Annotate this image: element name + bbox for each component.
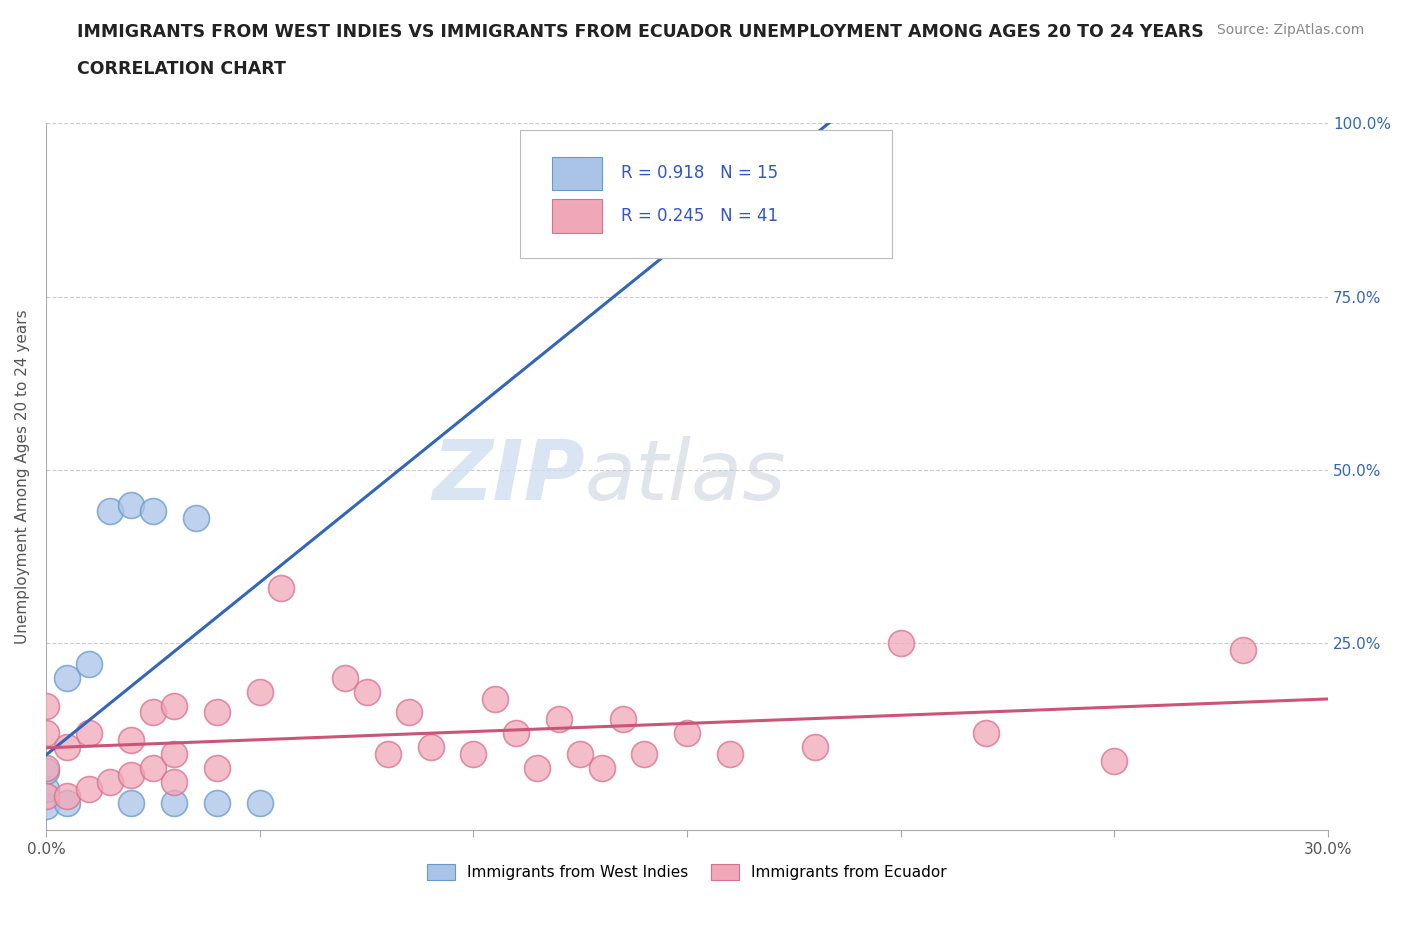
Point bbox=[333, 671, 356, 685]
Point bbox=[249, 795, 271, 810]
Point bbox=[77, 781, 100, 796]
Point bbox=[98, 504, 121, 519]
Text: Source: ZipAtlas.com: Source: ZipAtlas.com bbox=[1216, 23, 1364, 37]
Point bbox=[1232, 643, 1254, 658]
Point bbox=[98, 775, 121, 790]
Point bbox=[163, 775, 186, 790]
Point bbox=[35, 799, 58, 814]
Point bbox=[184, 511, 207, 525]
Text: R = 0.245   N = 41: R = 0.245 N = 41 bbox=[621, 206, 778, 225]
Point bbox=[612, 712, 634, 727]
Point bbox=[804, 739, 827, 754]
Point bbox=[612, 206, 634, 220]
Point bbox=[77, 725, 100, 740]
Point bbox=[56, 795, 79, 810]
Point bbox=[120, 767, 142, 782]
Point bbox=[120, 733, 142, 748]
Point bbox=[205, 705, 228, 720]
Point bbox=[633, 747, 655, 762]
FancyBboxPatch shape bbox=[553, 199, 602, 232]
Point bbox=[120, 497, 142, 512]
Point bbox=[120, 795, 142, 810]
Point bbox=[35, 789, 58, 804]
Text: CORRELATION CHART: CORRELATION CHART bbox=[77, 60, 287, 78]
Point bbox=[718, 747, 741, 762]
Point bbox=[419, 739, 441, 754]
Point bbox=[35, 761, 58, 776]
Point bbox=[526, 761, 548, 776]
Point bbox=[356, 684, 378, 699]
Point bbox=[142, 504, 165, 519]
Point bbox=[547, 712, 569, 727]
Point bbox=[1104, 753, 1126, 768]
Point bbox=[484, 691, 506, 706]
Point bbox=[35, 764, 58, 778]
Point bbox=[56, 789, 79, 804]
Point bbox=[163, 698, 186, 713]
Point bbox=[35, 698, 58, 713]
Point bbox=[35, 781, 58, 796]
Text: IMMIGRANTS FROM WEST INDIES VS IMMIGRANTS FROM ECUADOR UNEMPLOYMENT AMONG AGES 2: IMMIGRANTS FROM WEST INDIES VS IMMIGRANT… bbox=[77, 23, 1204, 41]
Point bbox=[377, 747, 399, 762]
Point bbox=[205, 795, 228, 810]
Point bbox=[163, 795, 186, 810]
Point bbox=[56, 739, 79, 754]
Point bbox=[77, 657, 100, 671]
Point bbox=[56, 671, 79, 685]
Point bbox=[35, 725, 58, 740]
Text: atlas: atlas bbox=[585, 436, 786, 517]
Point bbox=[270, 580, 292, 595]
Text: R = 0.918   N = 15: R = 0.918 N = 15 bbox=[621, 165, 778, 182]
Point bbox=[569, 747, 592, 762]
FancyBboxPatch shape bbox=[520, 130, 893, 258]
Text: ZIP: ZIP bbox=[432, 436, 585, 517]
Point bbox=[591, 761, 613, 776]
Point bbox=[163, 747, 186, 762]
Legend: Immigrants from West Indies, Immigrants from Ecuador: Immigrants from West Indies, Immigrants … bbox=[422, 858, 953, 886]
Point bbox=[974, 725, 997, 740]
Point bbox=[890, 636, 912, 651]
FancyBboxPatch shape bbox=[553, 156, 602, 191]
Point bbox=[463, 747, 485, 762]
Point bbox=[142, 761, 165, 776]
Point bbox=[249, 684, 271, 699]
Point bbox=[505, 725, 527, 740]
Y-axis label: Unemployment Among Ages 20 to 24 years: Unemployment Among Ages 20 to 24 years bbox=[15, 310, 30, 644]
Point bbox=[676, 725, 699, 740]
Point bbox=[398, 705, 420, 720]
Point bbox=[142, 705, 165, 720]
Point bbox=[205, 761, 228, 776]
